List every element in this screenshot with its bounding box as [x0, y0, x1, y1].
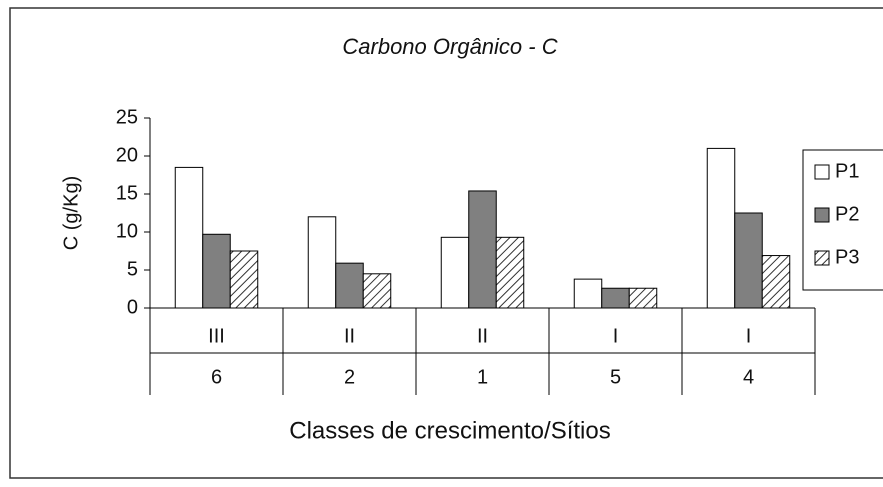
bar	[174, 166, 204, 309]
chart-border	[9, 7, 883, 479]
legend-label: P2	[835, 203, 859, 225]
legend-swatch	[814, 250, 830, 266]
x-axis-label: Classes de crescimento/Sítios	[289, 417, 610, 444]
y-tick-label: 10	[116, 220, 138, 242]
bar	[761, 255, 791, 309]
bar	[229, 250, 259, 309]
bar	[573, 278, 603, 309]
class-label: I	[613, 325, 619, 347]
class-label: I	[746, 325, 752, 347]
class-label: III	[208, 325, 225, 347]
y-tick-label: 5	[127, 258, 138, 280]
legend-swatch	[814, 164, 830, 180]
bar	[706, 147, 736, 309]
x-tick-label: 2	[344, 366, 355, 388]
legend-label: P3	[835, 246, 859, 268]
class-label: II	[344, 325, 355, 347]
x-tick-label: 5	[610, 366, 621, 388]
y-axis-label: C (g/Kg)	[60, 176, 82, 250]
bar	[601, 287, 630, 309]
y-tick-label: 15	[116, 182, 138, 204]
x-tick-label: 6	[211, 366, 222, 388]
bar	[495, 236, 525, 309]
legend-swatch	[814, 207, 830, 223]
bar	[335, 262, 364, 309]
x-tick-label: 1	[477, 366, 488, 388]
y-tick-label: 20	[116, 144, 138, 166]
bar	[362, 273, 392, 309]
bar	[468, 190, 497, 309]
bar	[734, 212, 763, 309]
bar	[440, 236, 470, 309]
chart-title: Carbono Orgânico - C	[342, 34, 557, 59]
legend-label: P1	[835, 160, 859, 182]
bar	[628, 287, 658, 309]
bar	[202, 233, 231, 309]
class-label: II	[477, 325, 488, 347]
y-tick-label: 25	[116, 106, 138, 128]
x-tick-label: 4	[743, 366, 754, 388]
y-tick-label: 0	[127, 296, 138, 318]
bar	[307, 216, 337, 309]
